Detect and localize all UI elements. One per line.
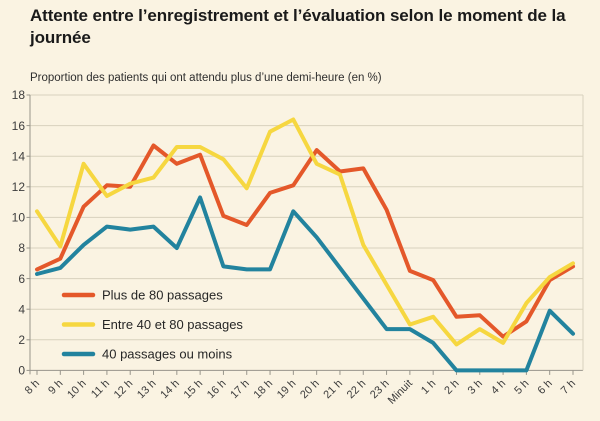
x-axis-label: 13 h (135, 378, 159, 402)
x-axis-label: 18 h (252, 378, 276, 402)
x-axis-label: 16 h (205, 378, 229, 402)
legend-label-entre-40-et-80-passages: Entre 40 et 80 passages (102, 317, 243, 332)
x-axis-label: 5 h (512, 378, 531, 397)
y-axis-label: 8 (18, 241, 25, 255)
chart-title: Attente entre l’enregistrement et l’éval… (30, 6, 566, 48)
y-axis-label: 2 (18, 333, 25, 347)
y-axis-label: 16 (12, 119, 26, 133)
series-line-entre-40-et-80-passages (35, 117, 575, 347)
y-axis-label: 6 (18, 272, 25, 286)
x-axis-label: 7 h (559, 378, 578, 397)
x-axis-label: 12 h (112, 378, 136, 402)
chart-subtitle: Proportion des patients qui ont attendu … (30, 72, 382, 84)
x-axis-label: 9 h (46, 378, 65, 397)
x-axis-label: 6 h (536, 378, 555, 397)
x-axis-label: 4 h (489, 378, 508, 397)
x-axis-label: 22 h (345, 378, 369, 402)
legend-label-plus-de-80-passages: Plus de 80 passages (102, 288, 223, 303)
series-line-40-passages-ou-moins (35, 195, 575, 373)
y-axis-label: 10 (12, 211, 26, 225)
y-axis-label: 18 (12, 88, 26, 102)
x-axis-label: 17 h (228, 378, 252, 402)
x-axis-label: 19 h (275, 378, 299, 402)
series-line-plus-de-80-passages (35, 143, 575, 339)
x-axis-label: 10 h (65, 378, 89, 402)
x-axis-label: Minuit (386, 378, 415, 407)
y-axis-label: 12 (12, 180, 26, 194)
x-axis-label: 1 h (419, 378, 438, 397)
x-axis-label: 21 h (321, 378, 345, 402)
x-axis-label: 3 h (466, 378, 485, 397)
x-axis-label: 11 h (89, 378, 112, 401)
x-axis-label: 2 h (442, 378, 461, 397)
legend-label-40-passages-ou-moins: 40 passages ou moins (102, 347, 233, 362)
y-axis-label: 14 (12, 149, 26, 163)
x-axis-label: 14 h (158, 378, 182, 402)
x-axis-label: 8 h (23, 378, 42, 397)
y-axis-label: 4 (18, 302, 25, 316)
x-axis-label: 15 h (182, 378, 206, 402)
y-axis-label: 0 (18, 364, 25, 378)
x-axis-label: 20 h (298, 378, 322, 402)
